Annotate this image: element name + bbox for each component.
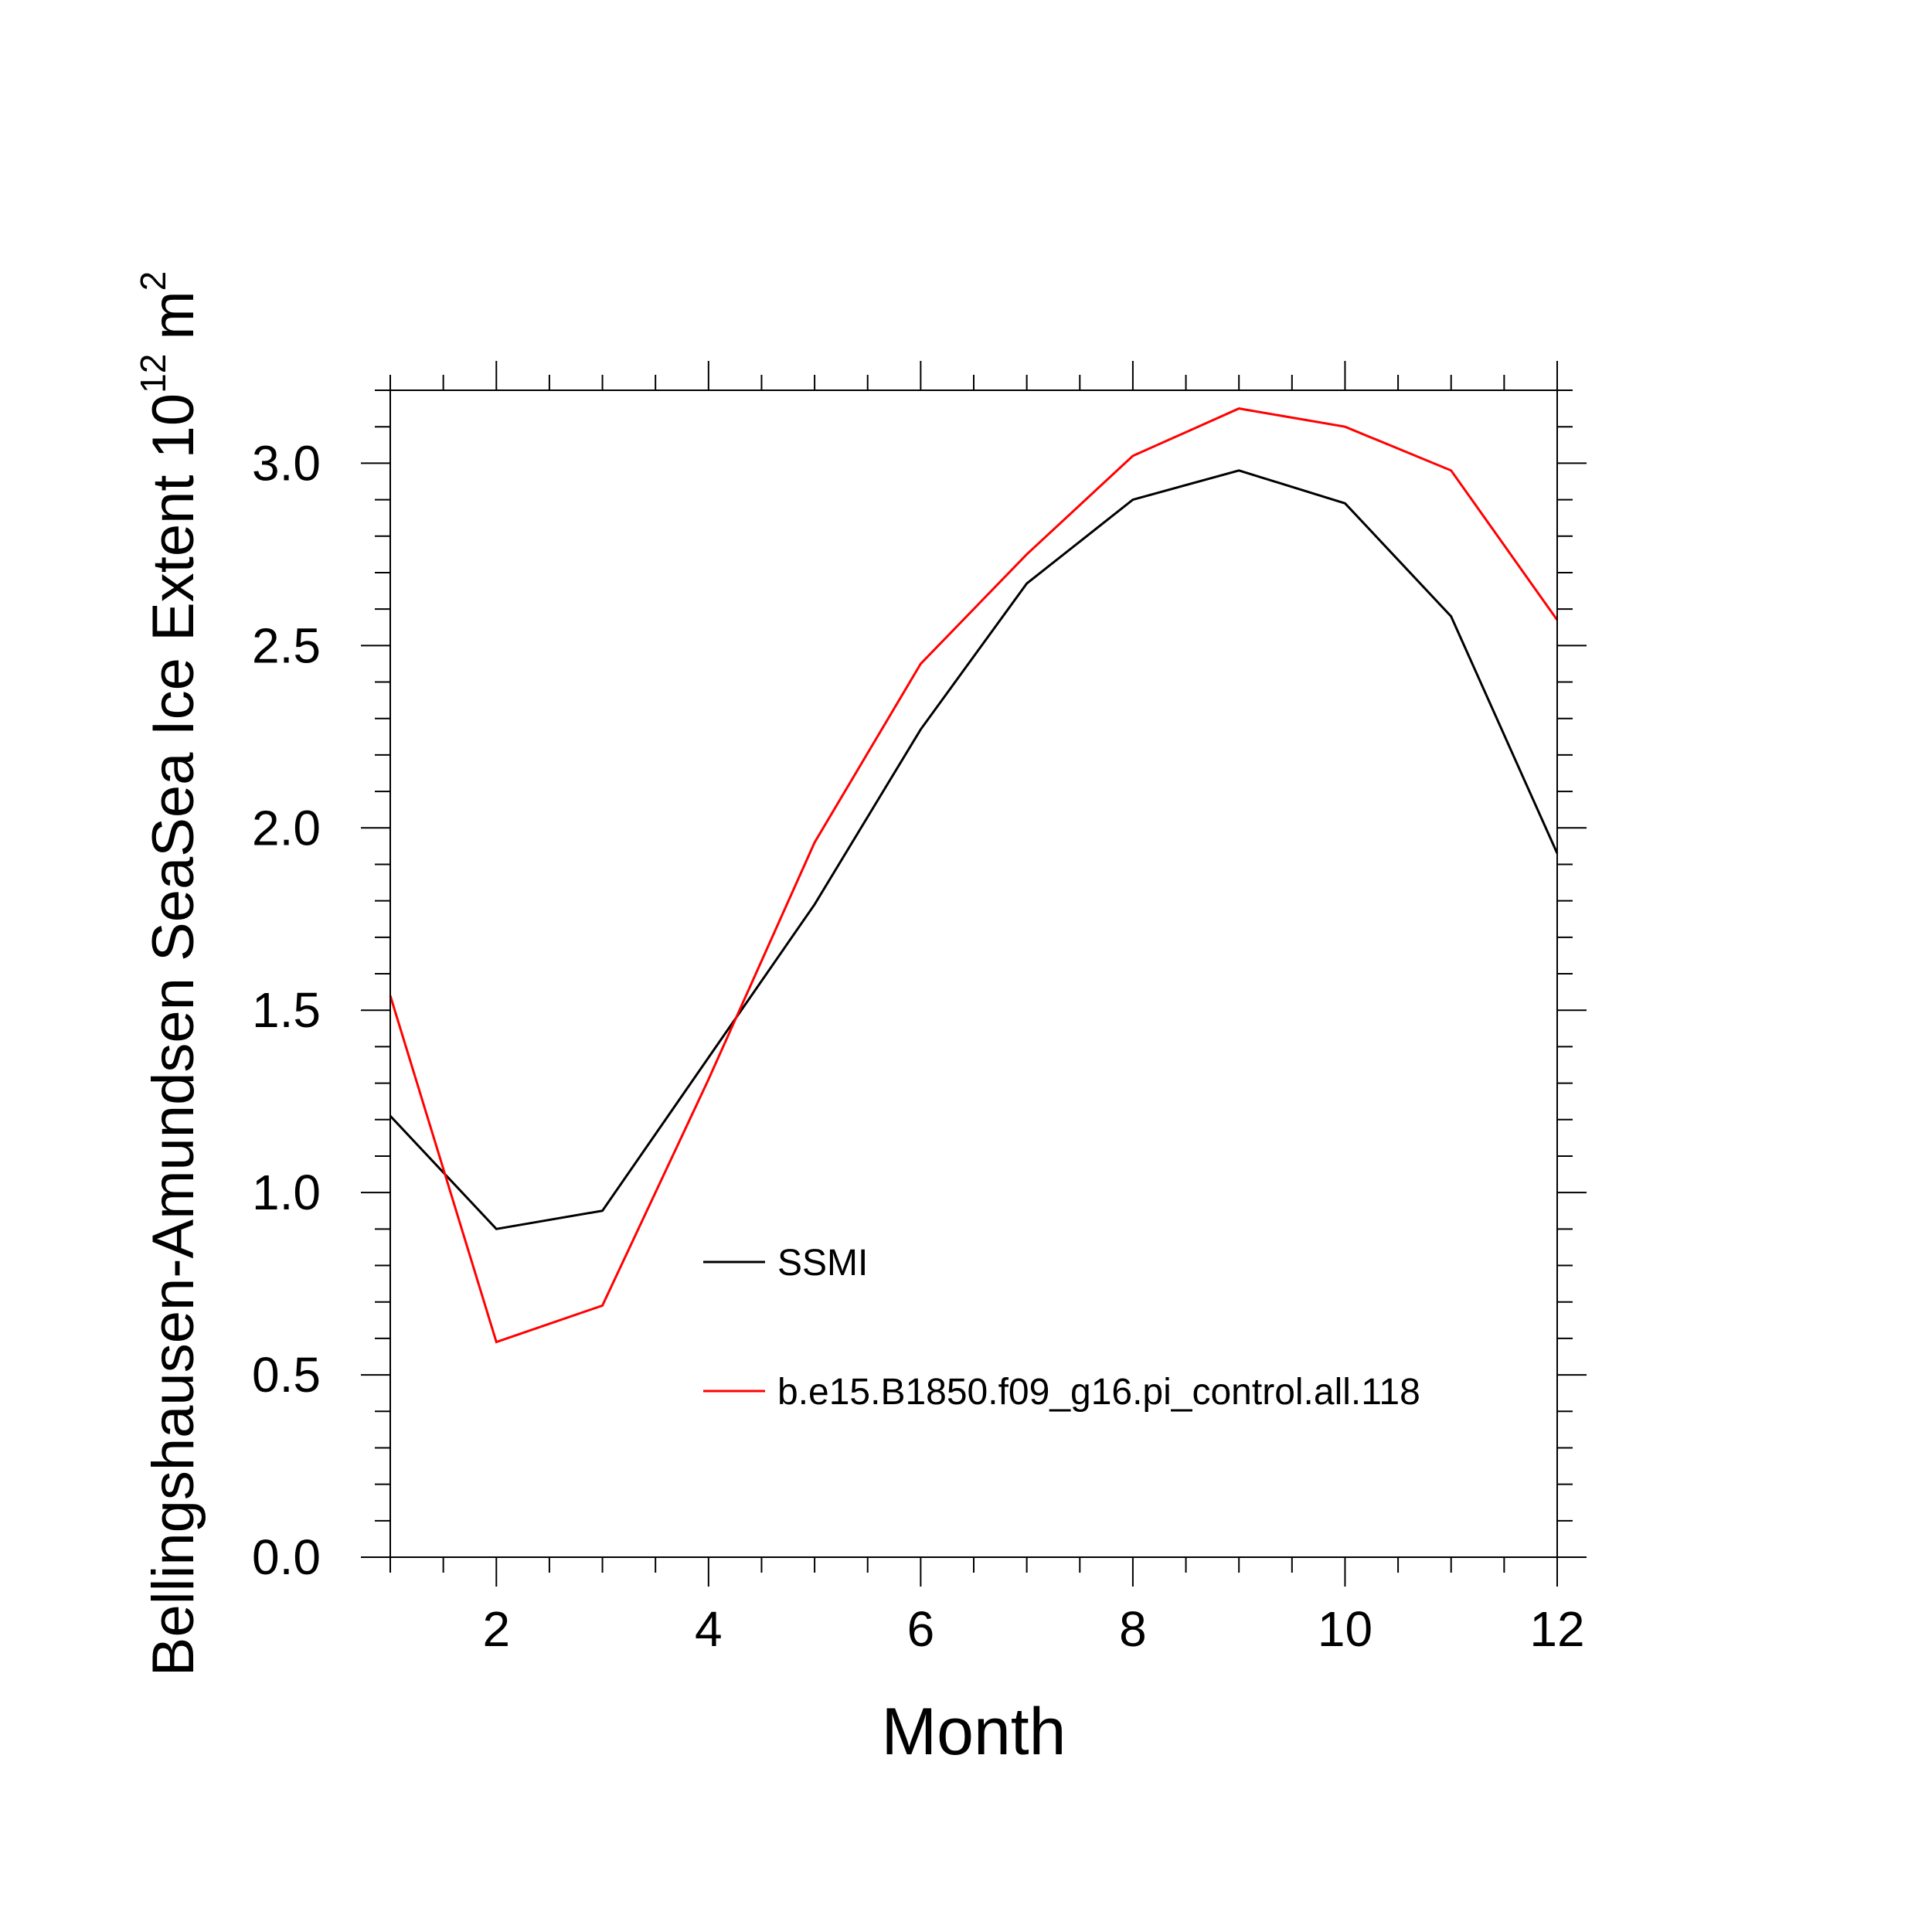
y-axis-label-unit: m <box>141 291 206 339</box>
legend: SSMI b.e15.B1850.f09_g16.pi_control.all.1… <box>703 1243 1420 1413</box>
x-tick-label: 2 <box>482 1601 510 1657</box>
series-lines <box>389 407 1559 1344</box>
y-tick-label: 0.5 <box>252 1347 321 1403</box>
y-tick-label: 2.5 <box>252 617 321 673</box>
legend-label: b.e15.B1850.f09_g16.pi_control.all.118 <box>777 1372 1420 1413</box>
plot-frame <box>389 389 1558 1558</box>
y-tick-label: 0.0 <box>252 1529 321 1585</box>
series-line-model <box>389 407 1559 1344</box>
tick-labels: 2 4 6 8 10 12 0.0 0.5 1.0 1.5 2.0 2.5 3.0 <box>252 435 1585 1657</box>
y-tick-label: 1.5 <box>252 982 321 1038</box>
series-line-ssmi <box>389 469 1559 1230</box>
y-tick-label: 3.0 <box>252 435 321 491</box>
x-tick-label: 10 <box>1318 1601 1372 1657</box>
x-tick-label: 12 <box>1529 1601 1584 1657</box>
x-tick-label: 4 <box>695 1601 723 1657</box>
y-tick-label: 1.0 <box>252 1165 321 1220</box>
y-tick-label: 2.0 <box>252 800 321 855</box>
y-axis-label-unit-exponent: 2 <box>133 271 173 291</box>
axis-ticks <box>361 361 1587 1587</box>
y-axis-label-main: Bellingshausen-Amundsen SeaSea Ice Exten… <box>141 393 206 1676</box>
legend-label: SSMI <box>777 1243 868 1284</box>
x-tick-label: 8 <box>1119 1601 1147 1657</box>
y-axis-label: Bellingshausen-Amundsen SeaSea Ice Exten… <box>133 271 206 1677</box>
x-tick-label: 6 <box>907 1601 935 1657</box>
x-axis-label: Month <box>881 1695 1066 1769</box>
y-axis-label-exponent: 12 <box>133 354 173 393</box>
